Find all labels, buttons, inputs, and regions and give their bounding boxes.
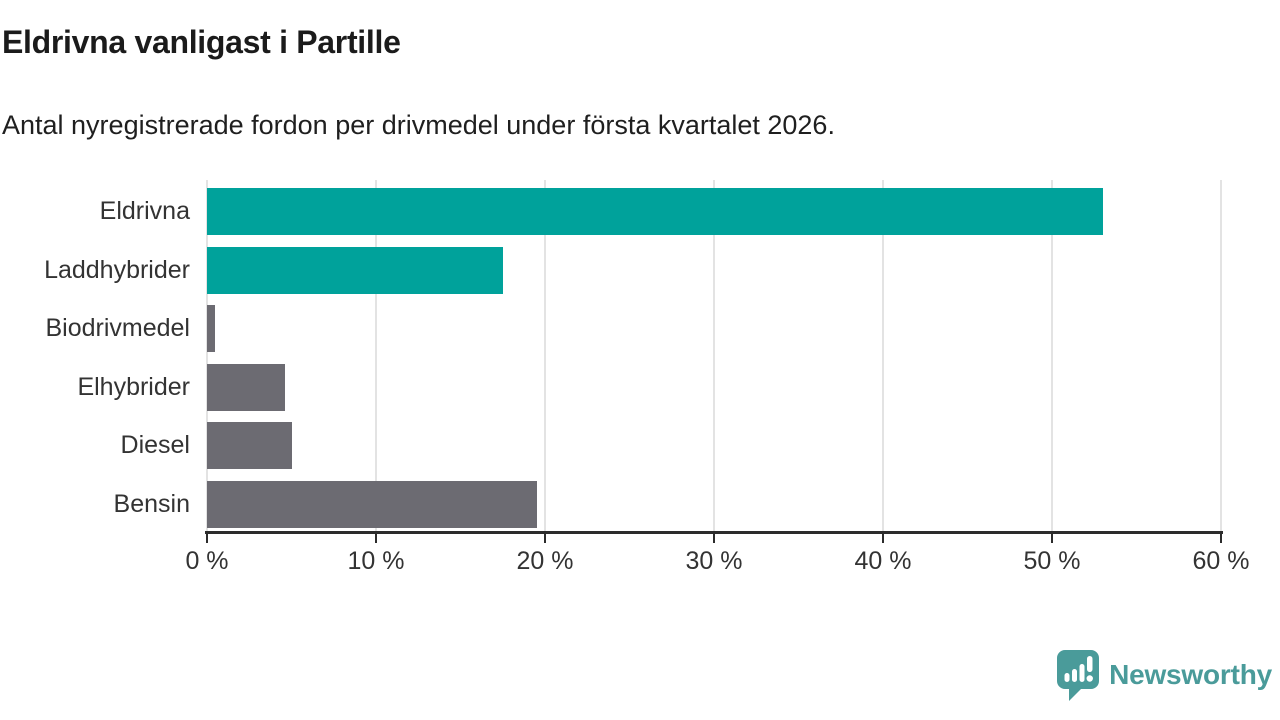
x-axis-tick	[1051, 534, 1053, 543]
bar-elhybrider	[207, 363, 285, 411]
x-axis-tick-label: 30 %	[685, 547, 743, 575]
x-axis-tick	[881, 534, 884, 543]
x-axis-tick-label: 60 %	[1192, 547, 1250, 575]
category-label: Biodrivmedel	[45, 314, 190, 342]
x-axis-tick	[1220, 534, 1222, 543]
category-labels: Eldrivna Laddhybrider Biodrivmedel Elhybrid…	[0, 180, 190, 531]
x-axis-tick	[206, 534, 208, 543]
brand-footer: Newsworthy	[1056, 648, 1272, 702]
bar-laddhybrider	[207, 246, 503, 294]
x-axis-tick	[543, 534, 546, 543]
newsworthy-logo-icon	[1057, 650, 1100, 701]
gridline	[206, 180, 208, 531]
x-axis-tick	[374, 534, 377, 543]
gridline	[1220, 180, 1222, 531]
chart-title: Eldrivna vanligast i Partille	[2, 24, 401, 60]
bar-biodrivmedel	[207, 305, 216, 352]
bar-eldrivna	[207, 188, 1103, 235]
gridline	[713, 180, 715, 531]
gridline	[543, 180, 546, 531]
gridline	[1051, 180, 1053, 531]
category-label: Laddhybrider	[44, 255, 190, 284]
plot-area: 0 % 10 % 20 % 30 % 40 % 50 % 60 %	[185, 180, 1249, 575]
bar-bensin	[207, 480, 537, 528]
x-axis-tick-label: 0 %	[185, 547, 229, 575]
brand-name: Newsworthy	[1109, 659, 1272, 690]
gridline	[881, 180, 884, 531]
category-label: Diesel	[120, 431, 190, 459]
x-axis-tick-label: 10 %	[347, 547, 405, 575]
x-axis-tick-label: 20 %	[516, 547, 574, 575]
category-label: Eldrivna	[99, 197, 190, 225]
gridline	[374, 180, 377, 531]
category-label: Bensin	[113, 489, 190, 518]
x-axis-tick-label: 40 %	[854, 547, 912, 575]
x-axis-tick	[713, 534, 715, 543]
category-label: Elhybrider	[77, 372, 190, 401]
x-axis-line	[205, 531, 1223, 534]
bar-diesel	[207, 422, 292, 469]
x-axis-tick-label: 50 %	[1023, 547, 1081, 575]
chart-subtitle: Antal nyregistrerade fordon per drivmede…	[2, 110, 835, 140]
